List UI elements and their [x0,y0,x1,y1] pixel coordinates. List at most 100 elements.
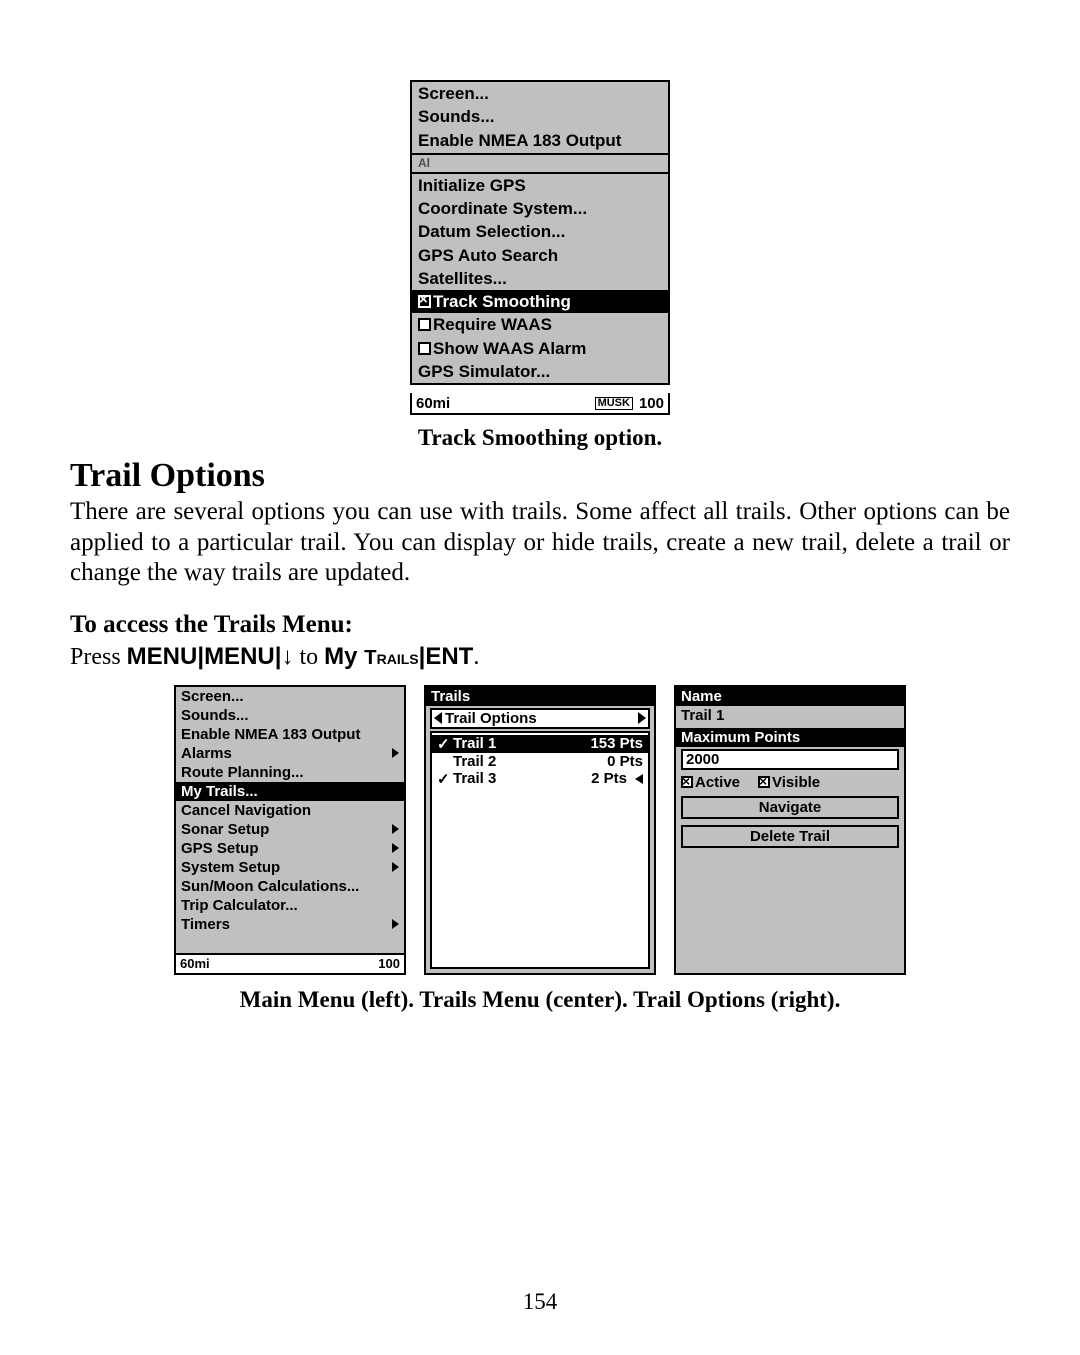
status-distance: 60mi [180,956,210,971]
status-distance: 60mi [416,395,450,412]
menu-item[interactable]: Sonar Setup [176,820,404,839]
checkbox-icon [681,776,693,788]
menu-item[interactable]: Sounds... [176,706,404,725]
figure-caption: Main Menu (left). Trails Menu (center). … [70,987,1010,1013]
menu-item[interactable]: Timers [176,915,404,934]
status-badge: MUSK [595,397,633,410]
trail-name: Trail 3 [453,770,496,787]
menu-item[interactable]: GPS Setup [176,839,404,858]
main-menu-panel: Screen... Sounds...Enable NMEA 183 Output… [174,685,406,975]
panel-title: Trails [426,687,654,706]
status-bar: 60mi100 [176,953,404,973]
status-value: 100 [639,395,664,412]
key: My Trails [324,643,418,670]
delete-trail-button[interactable]: Delete Trail [681,825,899,848]
submenu-arrow-icon [392,748,399,758]
menu-label: Sun/Moon Calculations... [181,878,359,895]
trail-points: 2 Pts [591,770,627,787]
menu-item[interactable]: Datum Selection... [412,220,668,243]
menu-item-partial: Al [412,155,668,172]
panel-filler [676,851,904,973]
checkbox-icon [418,295,431,308]
arrow-left-icon [434,712,442,724]
menu-item[interactable]: Enable NMEA 183 Output [176,725,404,744]
menu-item[interactable]: Alarms [176,744,404,763]
menu-label: Timers [181,916,230,933]
menu-label: System Setup [181,859,280,876]
menu-item[interactable]: GPS Auto Search [412,244,668,267]
trail-options-panel: Name Trail 1 Maximum Points 2000 Active … [674,685,906,975]
trail-options-selector[interactable]: Trail Options [430,708,650,729]
checkbox-icon [758,776,770,788]
menu-label: Alarms [181,745,232,762]
menu-item-track-smoothing[interactable]: Track Smoothing [412,290,668,313]
max-points-input[interactable]: 2000 [681,749,899,770]
gps-setup-menu: Screen... Sounds... Enable NMEA 183 Outp… [410,80,670,385]
trail-points: 153 Pts [590,735,643,752]
trail-name: Trail 1 [453,735,496,752]
checkbox-label: Visible [772,774,820,791]
visible-checkbox[interactable]: Visible [758,774,820,791]
menu-label: GPS Setup [181,840,259,857]
menu-item[interactable]: Enable NMEA 183 Output [412,129,668,155]
trail-row[interactable]: Trail 20 Pts [432,753,648,770]
name-value[interactable]: Trail 1 [676,706,904,725]
down-arrow-icon: ↓ [281,643,293,670]
active-checkbox[interactable]: Active [681,774,740,791]
trail-row[interactable]: ✓Trail 1 153 Pts [432,735,648,753]
checkbox-label: Active [695,774,740,791]
submenu-arrow-icon [392,824,399,834]
text: to [293,644,324,670]
trail-name: Trail 2 [453,753,496,770]
page-number: 154 [0,1289,1080,1315]
checkbox-icon [418,342,431,355]
menu-item[interactable]: Route Planning... [176,763,404,782]
menu-item[interactable]: My Trails... [176,782,404,801]
menu-label: Require WAAS [433,315,552,334]
cursor-icon [635,774,643,784]
submenu-arrow-icon [392,843,399,853]
menu-label: Sounds... [181,707,249,724]
trails-list: ✓Trail 1153 Pts Trail 20 Pts✓Trail 32 Pt… [430,731,650,969]
submenu-arrow-icon [392,919,399,929]
submenu-arrow-icon [392,862,399,872]
menu-item[interactable]: GPS Simulator... [412,360,668,383]
menu-label: Track Smoothing [433,292,571,311]
checkbox-icon [418,318,431,331]
key: MENU [127,643,198,670]
menu-item[interactable]: Satellites... [412,267,668,290]
menu-item[interactable]: Sounds... [412,105,668,128]
three-panel-figure: Screen... Sounds...Enable NMEA 183 Output… [70,685,1010,975]
arrow-right-icon [638,712,646,724]
section-heading: Trail Options [70,457,1010,495]
check-icon: ✓ [437,735,449,753]
subsection-heading: To access the Trails Menu: [70,611,1010,639]
menu-label: Trip Calculator... [181,897,298,914]
menu-label: Sonar Setup [181,821,269,838]
menu-item[interactable]: Initialize GPS [412,172,668,197]
menu-item[interactable]: Trip Calculator... [176,896,404,915]
selector-label: Trail Options [445,710,537,727]
menu-item[interactable]: Sun/Moon Calculations... [176,877,404,896]
navigate-button[interactable]: Navigate [681,796,899,819]
menu-label: Cancel Navigation [181,802,311,819]
key: MENU [204,643,275,670]
trails-menu-panel: Trails Trail Options ✓Trail 1153 Pts Tra… [424,685,656,975]
menu-item[interactable]: Cancel Navigation [176,801,404,820]
menu-item[interactable]: Require WAAS [412,313,668,336]
checkbox-row: Active Visible [676,772,904,793]
text: Press [70,644,127,670]
check-icon: ✓ [437,770,449,788]
menu-item[interactable]: Screen... [412,82,668,105]
name-label: Name [676,687,904,706]
trail-row[interactable]: ✓Trail 3 2 Pts [432,770,648,788]
status-bar: 60mi MUSK 100 [410,393,670,415]
menu-item[interactable]: Show WAAS Alarm [412,337,668,360]
menu-label: Screen... [181,688,244,705]
menu-label: Show WAAS Alarm [433,339,586,358]
menu-item[interactable]: Screen... [176,687,404,706]
key: ENT [425,643,473,670]
max-points-label: Maximum Points [676,728,904,747]
menu-item[interactable]: System Setup [176,858,404,877]
menu-item[interactable]: Coordinate System... [412,197,668,220]
